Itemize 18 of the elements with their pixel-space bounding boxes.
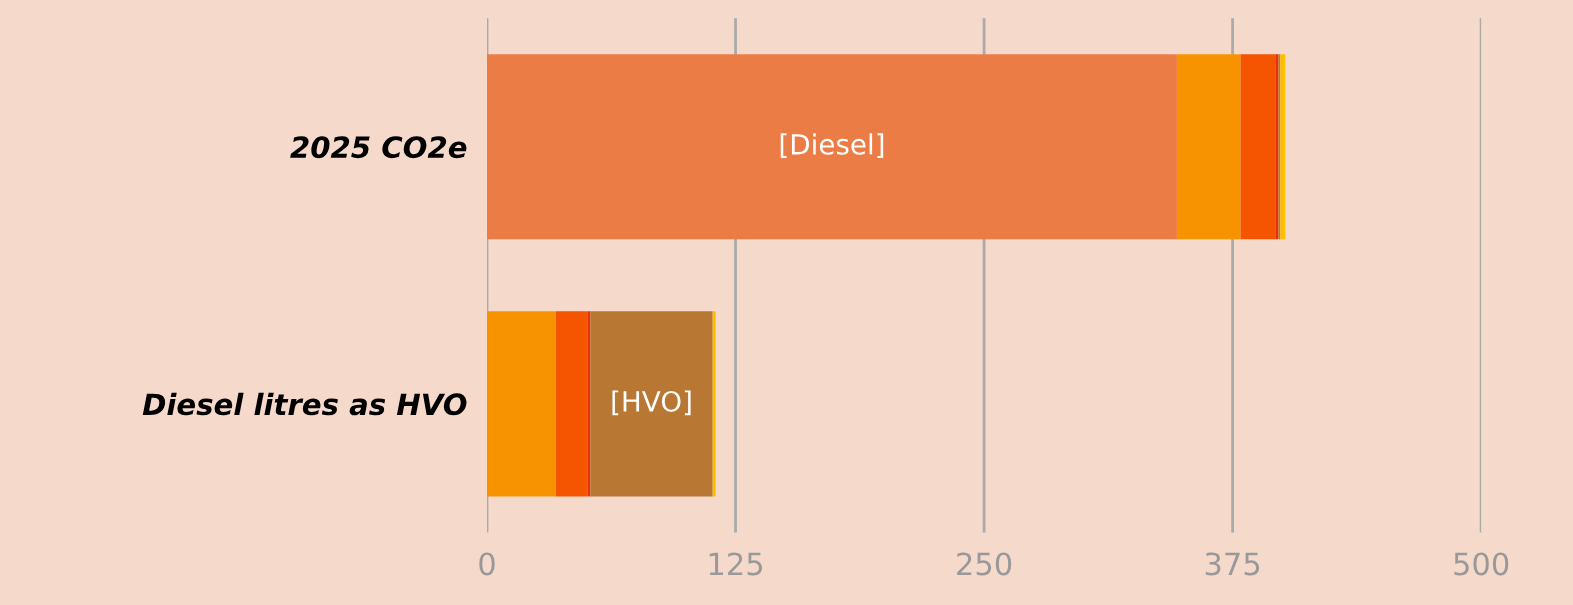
x-tick-label: 125 — [709, 552, 763, 576]
bar — [1240, 54, 1276, 240]
bar — [1280, 54, 1286, 240]
x-tick-label: 500 — [1454, 552, 1509, 576]
bar — [712, 311, 716, 497]
x-tick-label: 250 — [957, 552, 1012, 576]
y-tick-label: Diesel litres as HVO — [142, 392, 467, 416]
bar — [590, 311, 713, 497]
series-label: [HVO] — [612, 390, 691, 416]
bar — [487, 54, 1177, 240]
x-tick-label: 375 — [1205, 552, 1260, 576]
bar — [587, 311, 591, 497]
y-tick-label: 2025 CO2e — [290, 136, 467, 159]
x-tick-label: 0 — [479, 552, 495, 576]
bar — [555, 311, 588, 497]
bar — [1176, 54, 1241, 240]
bar — [487, 311, 556, 497]
series-label: [Diesel] — [780, 133, 884, 159]
